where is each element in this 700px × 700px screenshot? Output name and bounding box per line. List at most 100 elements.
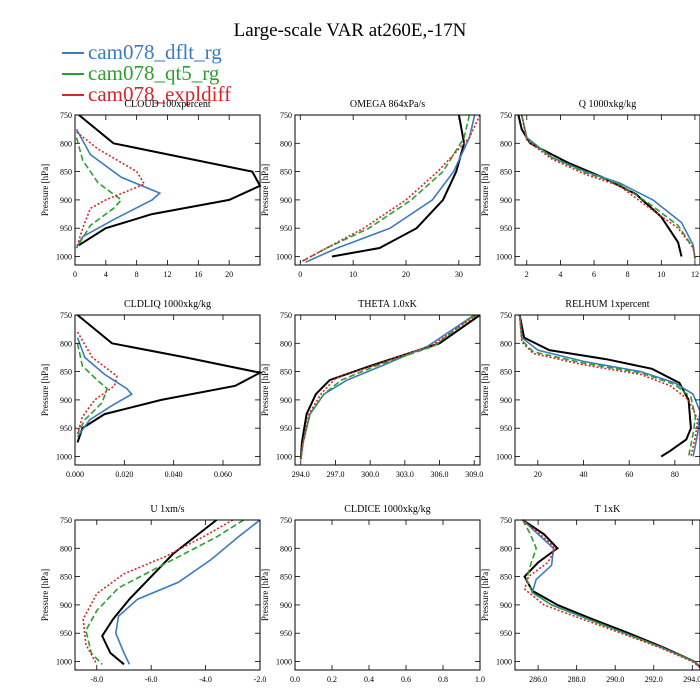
x-tick-label: 306.0 [431, 470, 449, 479]
series-line [518, 314, 697, 457]
y-tick-label: 750 [60, 311, 72, 320]
x-tick-label: 80 [671, 470, 679, 479]
profile-plot: RELHUM 1xpercent 750 800 850 900 950 1000 20 40 6… [480, 299, 700, 479]
y-tick-label: 950 [280, 424, 292, 433]
y-axis-label: Pressure [hPa] [480, 164, 490, 216]
series-line [521, 519, 700, 668]
y-tick-label: 950 [280, 629, 292, 638]
series-line [518, 314, 692, 458]
profile-plot: U 1xm/s 750 800 850 900 950 1000 -8.0 -6.0 -4.0 -2… [40, 504, 266, 684]
plot-title: CLDICE 1000xkg/kg [344, 504, 430, 515]
y-tick-label: 1000 [276, 253, 292, 262]
series-line [522, 519, 700, 668]
legend-entry-qt5: cam078_qt5_rg [62, 61, 231, 85]
plot-title: OMEGA 864xPa/s [350, 99, 425, 110]
x-tick-label: 10 [657, 270, 665, 279]
y-tick-label: 750 [500, 516, 512, 525]
legend-swatch [62, 72, 84, 75]
profile-plot: T 1xK 750 800 850 900 950 1000 286.0 288.0 290.0 2… [480, 504, 700, 684]
x-tick-label: -6.0 [145, 675, 158, 684]
y-tick-label: 900 [60, 196, 72, 205]
profile-plot: CLDICE 1000xkg/kg 750 800 850 900 950 1000 0.0 0… [260, 504, 485, 684]
x-tick-label: 1.0 [475, 675, 485, 684]
y-tick-label: 800 [500, 544, 512, 553]
y-tick-label: 1000 [496, 658, 512, 667]
series-line [520, 114, 696, 260]
y-tick-label: 950 [500, 224, 512, 233]
series-line [76, 314, 263, 443]
x-tick-label: 8 [626, 270, 630, 279]
y-axis-label: Pressure [hPa] [40, 569, 50, 621]
x-tick-label: 20 [402, 270, 410, 279]
plot-frame [74, 314, 261, 466]
plot-title: T 1xK [595, 504, 621, 515]
legend-swatch [62, 93, 84, 96]
x-tick-label: 286.0 [529, 675, 547, 684]
y-tick-label: 850 [280, 168, 292, 177]
y-axis-label: Pressure [hPa] [260, 364, 270, 416]
plot-frame [294, 314, 481, 466]
series-line [518, 314, 700, 457]
series-line [101, 519, 218, 666]
y-tick-label: 750 [60, 516, 72, 525]
series-line [299, 114, 481, 263]
y-tick-label: 750 [500, 111, 512, 120]
legend-label: cam078_expldiff [88, 82, 232, 106]
x-tick-label: 6 [592, 270, 596, 279]
series-line [76, 337, 133, 438]
legend-label: cam078_qt5_rg [88, 61, 220, 85]
x-tick-label: 0.060 [214, 470, 232, 479]
profile-plot: OMEGA 864xPa/s 750 800 850 900 950 1000 0 10 20 30… [260, 99, 481, 279]
y-tick-label: 750 [280, 311, 292, 320]
series-line [76, 343, 109, 435]
series-line [520, 114, 696, 260]
series-line [114, 519, 261, 665]
y-tick-label: 950 [280, 224, 292, 233]
y-tick-label: 850 [280, 573, 292, 582]
x-tick-label: 297.0 [326, 470, 344, 479]
x-tick-label: 40 [580, 470, 588, 479]
y-tick-label: 900 [500, 601, 512, 610]
series-line [300, 314, 477, 460]
y-tick-label: 950 [60, 224, 72, 233]
plot-frame [294, 519, 481, 671]
series-line [78, 114, 262, 247]
profile-plot: Q 1000xkg/kg 750 800 850 900 950 1000 2 4 6 8 10 12 P… [480, 99, 700, 279]
y-tick-label: 1000 [496, 253, 512, 262]
x-tick-label: 292.0 [645, 675, 663, 684]
series-line [517, 114, 683, 257]
legend-swatch [62, 51, 84, 54]
x-tick-label: 12 [691, 270, 699, 279]
y-tick-label: 750 [280, 516, 292, 525]
series-line [76, 331, 118, 435]
x-tick-label: 0.2 [327, 675, 337, 684]
plot-frame [74, 519, 261, 671]
x-tick-label: 288.0 [568, 675, 586, 684]
plot-title: CLDLIQ 1000xkg/kg [124, 299, 211, 310]
x-tick-label: 290.0 [606, 675, 624, 684]
x-tick-label: 8 [135, 270, 139, 279]
x-tick-label: 294.0 [292, 470, 310, 479]
legend-entry-dflt: cam078_dflt_rg [62, 40, 231, 64]
plot-frame [514, 314, 700, 466]
y-tick-label: 800 [60, 544, 72, 553]
y-axis-label: Pressure [hPa] [260, 569, 270, 621]
plot-frame [514, 114, 700, 266]
y-tick-label: 1000 [276, 453, 292, 462]
y-axis-label: Pressure [hPa] [480, 364, 490, 416]
y-tick-label: 1000 [496, 453, 512, 462]
y-tick-label: 900 [60, 396, 72, 405]
x-tick-label: 0.020 [115, 470, 133, 479]
x-tick-label: -2.0 [254, 675, 267, 684]
plot-title: U 1xm/s [150, 504, 184, 515]
plot-title: CLOUD 100xpercent [124, 99, 211, 110]
y-tick-label: 750 [60, 111, 72, 120]
x-tick-label: 294.0 [683, 675, 700, 684]
plot-frame [294, 114, 481, 266]
y-tick-label: 800 [60, 139, 72, 148]
x-tick-label: -8.0 [90, 675, 103, 684]
x-tick-label: 0.0 [290, 675, 300, 684]
